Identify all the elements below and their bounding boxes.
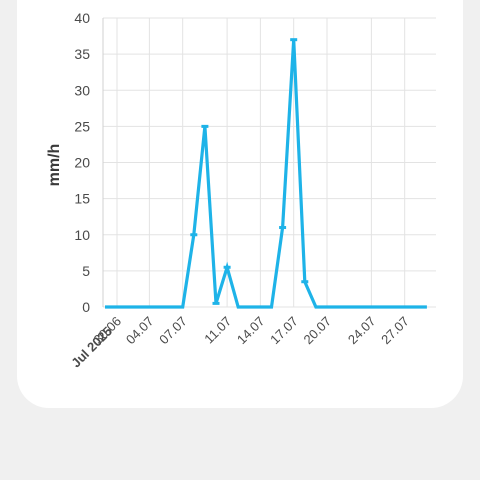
- x-tick-label: 27.07: [378, 314, 412, 348]
- x-tick-label: 14.07: [234, 314, 268, 348]
- x-tick-label: 04.07: [123, 314, 157, 348]
- y-tick-label: 35: [74, 46, 90, 62]
- y-tick-label: 15: [74, 191, 90, 207]
- y-tick-label: 0: [82, 299, 90, 315]
- data-point-marker: [212, 301, 220, 305]
- x-tick-label: 17.07: [267, 314, 301, 348]
- y-tick-label: 40: [74, 10, 90, 26]
- data-point-marker: [279, 226, 287, 230]
- y-axis-label: mm/h: [46, 144, 63, 187]
- series-line: [105, 39, 427, 309]
- y-axis-ticks: 0 5 10 15 20 25 30 35 40: [74, 10, 90, 315]
- data-point-marker: [201, 124, 209, 128]
- x-tick-label: 11.07: [201, 314, 234, 347]
- chart-card: [17, 0, 463, 408]
- series-layer: [105, 38, 427, 309]
- x-tick-label: 20.07: [301, 314, 335, 348]
- y-tick-label: 20: [74, 155, 90, 171]
- y-tick-label: 30: [74, 82, 90, 98]
- data-point-marker: [223, 265, 231, 269]
- y-tick-label: 5: [82, 263, 90, 279]
- y-tick-label: 25: [74, 118, 90, 134]
- y-tick-label: 10: [74, 227, 90, 243]
- data-point-marker: [301, 280, 309, 284]
- x-tick-label: 07.07: [156, 314, 190, 348]
- data-point-marker: [290, 38, 298, 42]
- data-point-marker: [190, 233, 198, 237]
- x-tick-label: 24.07: [345, 314, 379, 348]
- x-tick-month-label: Jul 2025: [68, 324, 115, 371]
- chart-grid: [102, 17, 436, 308]
